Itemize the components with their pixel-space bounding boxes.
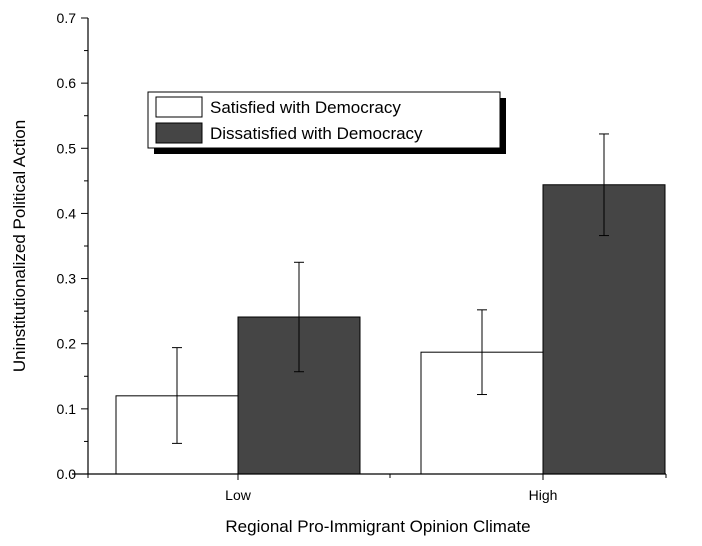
- legend: Satisfied with Democracy Dissatisfied wi…: [147, 91, 506, 154]
- x-tick-label-high: High: [529, 487, 558, 503]
- y-tick-label-0.1: 0.1: [57, 401, 77, 417]
- y-tick-label-0.4: 0.4: [57, 205, 77, 221]
- y-tick-label-0.6: 0.6: [57, 75, 77, 91]
- y-tick-label-0.0: 0.0: [57, 466, 77, 482]
- ticks-layer: Low High 0.0 0.1 0.2 0.3 0.4 0.5 0.6 0.7: [57, 10, 667, 503]
- bars-layer: [115, 184, 666, 475]
- y-axis-title: Uninstitutionalized Political Action: [10, 120, 29, 372]
- legend-swatch-dissatisfied: [155, 122, 203, 144]
- y-tick-label-0.5: 0.5: [57, 140, 77, 156]
- y-tick-label-0.2: 0.2: [57, 336, 77, 352]
- x-tick-label-low: Low: [225, 487, 252, 503]
- legend-swatch-satisfied: [155, 96, 203, 118]
- error-bars-layer: [172, 133, 609, 444]
- y-tick-label-0.3: 0.3: [57, 271, 77, 287]
- x-axis-title: Regional Pro-Immigrant Opinion Climate: [225, 517, 530, 536]
- legend-box: [147, 91, 501, 149]
- legend-label-dissatisfied: Dissatisfied with Democracy: [210, 124, 423, 143]
- y-tick-label-0.7: 0.7: [57, 10, 77, 26]
- legend-label-satisfied: Satisfied with Democracy: [210, 98, 401, 117]
